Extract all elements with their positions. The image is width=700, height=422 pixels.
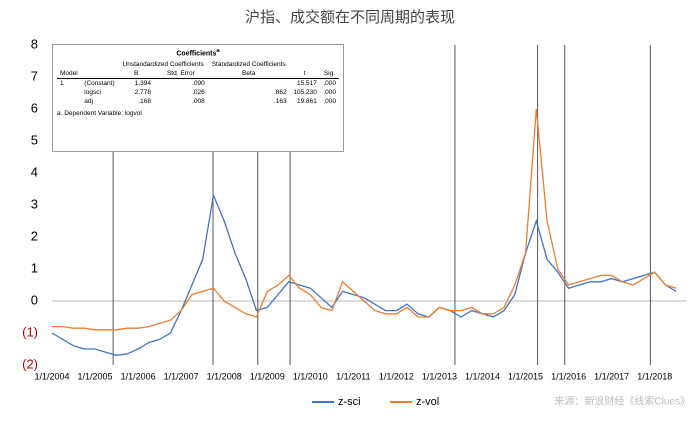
y-tick-label: 7 xyxy=(31,68,38,83)
table-cell: 2.778 xyxy=(134,89,151,97)
header: Unstandardized Coefficients xyxy=(122,61,204,69)
x-tick-label: 1/1/2010 xyxy=(293,371,328,381)
table-cell: 15.517 xyxy=(296,80,317,88)
x-tick-label: 1/1/2009 xyxy=(250,371,285,381)
y-tick-label: 8 xyxy=(31,36,38,51)
table-cell xyxy=(57,88,81,97)
table-cell: (Constant) xyxy=(84,80,115,88)
header: Beta xyxy=(207,69,290,80)
x-tick-label: 1/1/2015 xyxy=(508,371,543,381)
y-tick-label: 2 xyxy=(31,228,38,243)
header: t xyxy=(289,69,320,80)
header: B xyxy=(118,69,154,80)
series-line xyxy=(52,108,677,331)
table-cell: 1 xyxy=(60,80,64,88)
table-cell: 1.394 xyxy=(134,80,151,88)
note-mark: a xyxy=(216,48,220,54)
x-tick-label: 1/1/2018 xyxy=(637,371,672,381)
legend-label: z-vol xyxy=(416,396,439,408)
chart-title: 沪指、成交额在不同周期的表现 xyxy=(245,8,455,26)
table-cell: 19.861 xyxy=(296,98,317,106)
source: 来源：新浪财经《线索Clues》 xyxy=(554,395,690,408)
table: Unstandardized Coefficients Standardized … xyxy=(57,60,339,106)
table-title-text: Coefficients xyxy=(176,50,217,58)
table-cell: .026 xyxy=(192,89,205,97)
y-tick-label: 3 xyxy=(31,196,38,211)
y-tick-label: 5 xyxy=(31,132,38,147)
table-cell: .000 xyxy=(323,98,336,106)
header: Model xyxy=(57,69,82,80)
x-tick-label: 1/1/2006 xyxy=(121,371,156,381)
series-line xyxy=(51,193,677,357)
y-tick-label: 4 xyxy=(31,164,38,179)
table-row: adj .168 .008 .163 19.861 .000 xyxy=(57,97,339,106)
x-tick-label: 1/1/2013 xyxy=(422,371,457,381)
legend-label: z-sci xyxy=(338,396,361,408)
table-cell: .008 xyxy=(192,98,205,106)
table-cell: .000 xyxy=(323,80,336,88)
table-cell: .090 xyxy=(192,80,205,88)
x-tick-label: 1/1/2016 xyxy=(551,371,586,381)
x-tick-label: 1/1/2017 xyxy=(594,371,629,381)
table-cell: .000 xyxy=(323,89,336,97)
footnote: a. Dependent Variable: logvol xyxy=(57,110,142,118)
table-cell: adj xyxy=(84,98,93,106)
header: Std. Error xyxy=(153,69,208,80)
y-tick-label: 6 xyxy=(31,100,38,115)
x-tick-label: 1/1/2007 xyxy=(164,371,199,381)
y-tick-label: 0 xyxy=(31,292,38,307)
x-tick-label: 1/1/2012 xyxy=(379,371,414,381)
y-tick-label: 1 xyxy=(31,260,38,275)
x-tick-label: 1/1/2005 xyxy=(78,371,113,381)
table-title: Coefficientsa xyxy=(57,48,339,57)
table-cell: logsci xyxy=(84,89,101,97)
table-cell: .163 xyxy=(273,98,287,106)
table-cell: .168 xyxy=(138,98,151,106)
header: Sig. xyxy=(319,69,339,80)
table-row: 1 (Constant) 1.394 .090 15.517 .000 xyxy=(57,79,339,89)
y-tick-label: (1) xyxy=(22,324,38,339)
table-row: logsci 2.778 .026 .862 105.230 .000 xyxy=(57,88,339,97)
x-tick-label: 1/1/2008 xyxy=(207,371,242,381)
table-cell: .862 xyxy=(273,89,287,97)
x-tick-label: 1/1/2004 xyxy=(34,371,69,381)
y-tick-label: (2) xyxy=(22,356,38,371)
coefficients-table: Coefficientsa Unstandardized Coefficient… xyxy=(52,44,344,152)
table-cell: 105.230 xyxy=(293,89,317,97)
x-tick-label: 1/1/2014 xyxy=(465,371,500,381)
header: Standardized Coefficients xyxy=(211,61,286,69)
table-cell xyxy=(208,79,290,89)
x-tick-label: 1/1/2011 xyxy=(336,371,370,381)
table-cell xyxy=(57,97,81,106)
